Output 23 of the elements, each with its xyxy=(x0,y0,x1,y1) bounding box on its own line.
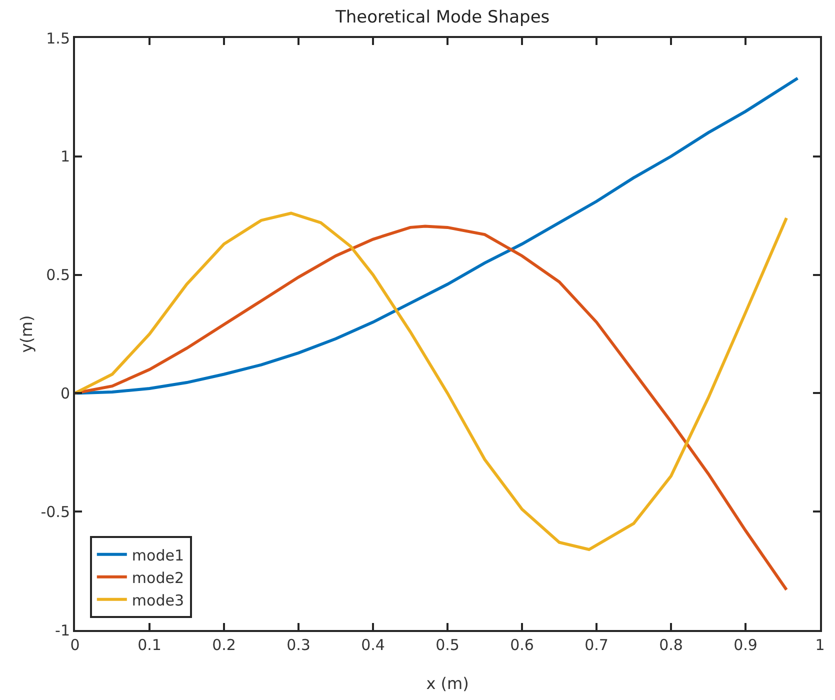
chart-title: Theoretical Mode Shapes xyxy=(334,7,550,28)
legend-label: mode3 xyxy=(132,591,184,610)
y-tick-label: -1 xyxy=(55,621,70,640)
x-tick-label: 0.1 xyxy=(138,636,162,654)
x-tick-label: 0.2 xyxy=(212,636,236,654)
x-tick-label: 0.9 xyxy=(734,636,758,654)
y-tick-label: 0 xyxy=(60,384,70,402)
x-tick-label: 0.5 xyxy=(436,636,460,654)
y-tick-label: -0.5 xyxy=(40,502,70,521)
legend-label: mode2 xyxy=(132,568,184,587)
y-tick-label: 0.5 xyxy=(46,266,70,284)
x-tick-label: 0.8 xyxy=(659,636,683,654)
y-axis-title: y(m) xyxy=(17,315,36,353)
x-tick-label: 1 xyxy=(815,636,825,654)
line-series xyxy=(75,76,800,395)
x-tick-label: 0.6 xyxy=(510,636,534,654)
legend-label: mode1 xyxy=(132,546,184,564)
x-tick-label: 0.3 xyxy=(286,636,310,654)
y-tick-label: 1.5 xyxy=(46,29,70,48)
x-axis-title: x (m) xyxy=(426,674,469,693)
y-tick-label: 1 xyxy=(60,148,70,166)
x-tick-label: 0.7 xyxy=(584,636,608,654)
x-tick-label: 0.4 xyxy=(361,636,385,654)
